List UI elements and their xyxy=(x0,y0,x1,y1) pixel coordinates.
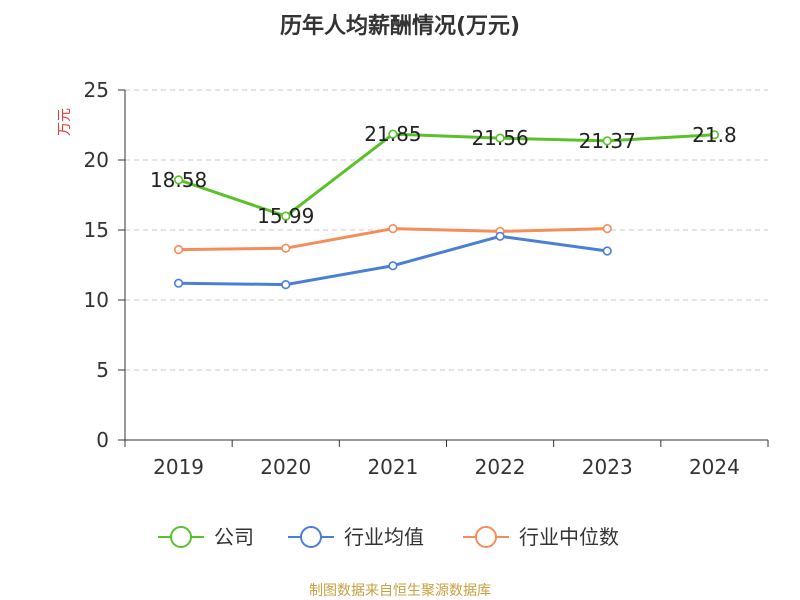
data-point[interactable] xyxy=(495,231,505,241)
data-label: 15.99 xyxy=(257,204,314,228)
legend-marker[interactable] xyxy=(475,526,497,548)
data-point[interactable] xyxy=(602,136,612,146)
series-line xyxy=(177,234,609,287)
series-line xyxy=(177,132,716,218)
data-point[interactable] xyxy=(388,129,398,139)
data-labels: 18.58 15.99 21.85 21.56 21.37 21.8 xyxy=(150,122,737,228)
data-label: 21.8 xyxy=(692,123,737,147)
data-label: 21.37 xyxy=(579,129,636,153)
data-point[interactable] xyxy=(173,245,184,255)
x-tick-label: 2020 xyxy=(260,455,311,479)
data-point[interactable] xyxy=(281,211,291,221)
legend-label[interactable]: 公司 xyxy=(214,525,254,549)
y-tick-label: 5 xyxy=(96,358,109,382)
series-group xyxy=(173,129,720,290)
y-tick-label: 20 xyxy=(84,148,109,172)
data-point[interactable] xyxy=(495,133,505,143)
y-tick-label: 10 xyxy=(84,288,109,312)
data-label: 21.56 xyxy=(471,126,528,150)
legend-label[interactable]: 行业均值 xyxy=(344,525,424,549)
axes: 0 5 10 15 20 25 2019 2020 2021 2022 2023 2024 xyxy=(84,78,769,479)
y-axis-label: 万元 xyxy=(57,108,73,136)
data-point[interactable] xyxy=(173,278,184,288)
legend-marker[interactable] xyxy=(170,526,192,548)
data-label: 21.85 xyxy=(364,122,421,146)
y-tick-label: 15 xyxy=(84,218,109,242)
source-note: 制图数据来自恒生聚源数据库 xyxy=(309,583,491,599)
data-point[interactable] xyxy=(388,261,398,271)
x-tick-label: 2019 xyxy=(153,455,204,479)
data-point[interactable] xyxy=(281,243,291,253)
x-tick-label: 2022 xyxy=(475,455,526,479)
x-tick-label: 2024 xyxy=(689,455,740,479)
data-point[interactable] xyxy=(709,130,720,140)
data-point[interactable] xyxy=(281,280,291,290)
legend[interactable]: 公司 行业均值 行业中位数 xyxy=(158,525,619,549)
y-tick-label: 25 xyxy=(84,78,109,102)
x-tick-label: 2023 xyxy=(582,455,633,479)
gridlines xyxy=(125,89,768,371)
chart-title: 历年人均薪酬情况(万元) xyxy=(280,13,520,39)
data-point[interactable] xyxy=(173,175,184,185)
legend-label[interactable]: 行业中位数 xyxy=(519,525,619,549)
x-tick-label: 2021 xyxy=(367,455,418,479)
y-tick-label: 0 xyxy=(96,428,109,452)
data-point[interactable] xyxy=(602,224,612,234)
data-label: 18.58 xyxy=(150,168,207,192)
legend-marker[interactable] xyxy=(300,526,322,548)
data-point[interactable] xyxy=(602,246,612,256)
data-point[interactable] xyxy=(388,224,398,234)
